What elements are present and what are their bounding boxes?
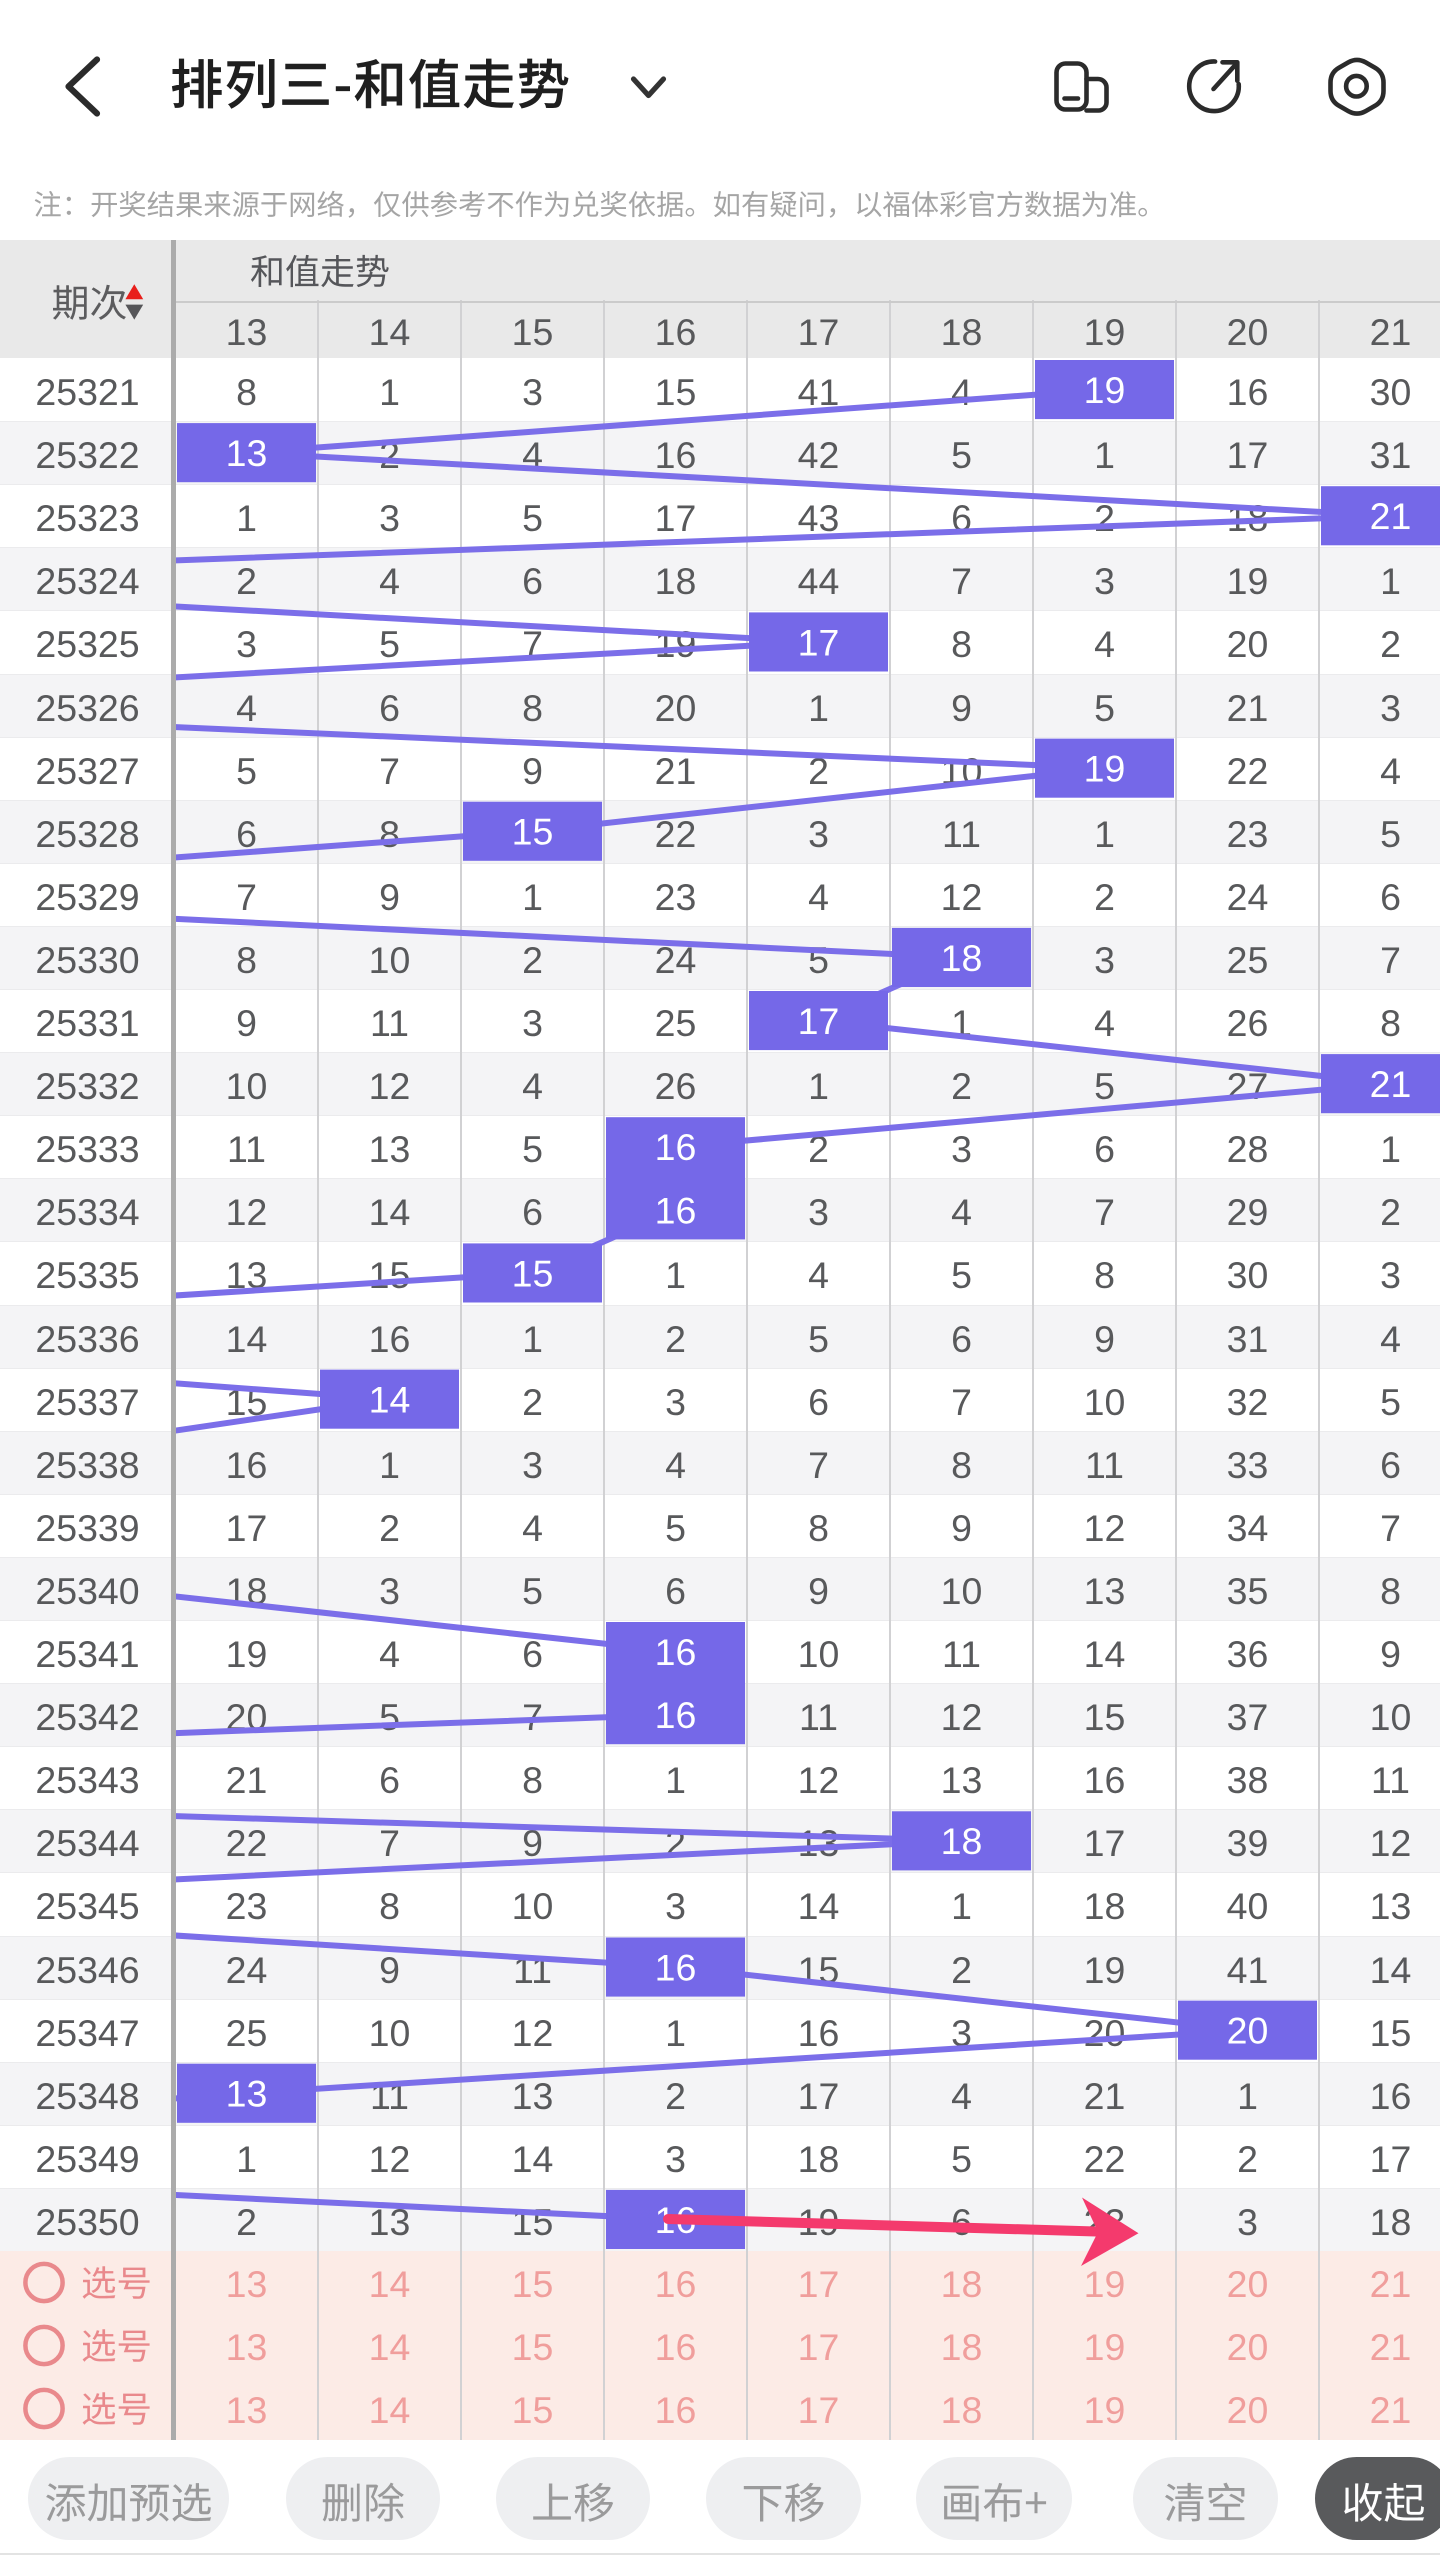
svg-text:16: 16 (655, 1694, 697, 1736)
svg-text:16: 16 (655, 1126, 697, 1168)
svg-text:19: 19 (1084, 748, 1126, 790)
svg-text:19: 19 (1084, 369, 1126, 411)
svg-text:13: 13 (226, 2073, 268, 2115)
svg-text:20: 20 (1227, 2010, 1269, 2052)
svg-text:18: 18 (941, 937, 983, 979)
svg-text:14: 14 (369, 1379, 411, 1421)
svg-text:21: 21 (1370, 495, 1412, 537)
svg-text:15: 15 (512, 1252, 554, 1294)
svg-text:21: 21 (1370, 1063, 1412, 1105)
svg-text:17: 17 (798, 621, 840, 663)
svg-text:17: 17 (798, 1000, 840, 1042)
svg-text:18: 18 (941, 1820, 983, 1862)
svg-text:13: 13 (226, 432, 268, 474)
svg-text:16: 16 (655, 1189, 697, 1231)
svg-text:16: 16 (655, 1631, 697, 1673)
svg-text:15: 15 (512, 811, 554, 853)
svg-text:16: 16 (655, 1947, 697, 1989)
